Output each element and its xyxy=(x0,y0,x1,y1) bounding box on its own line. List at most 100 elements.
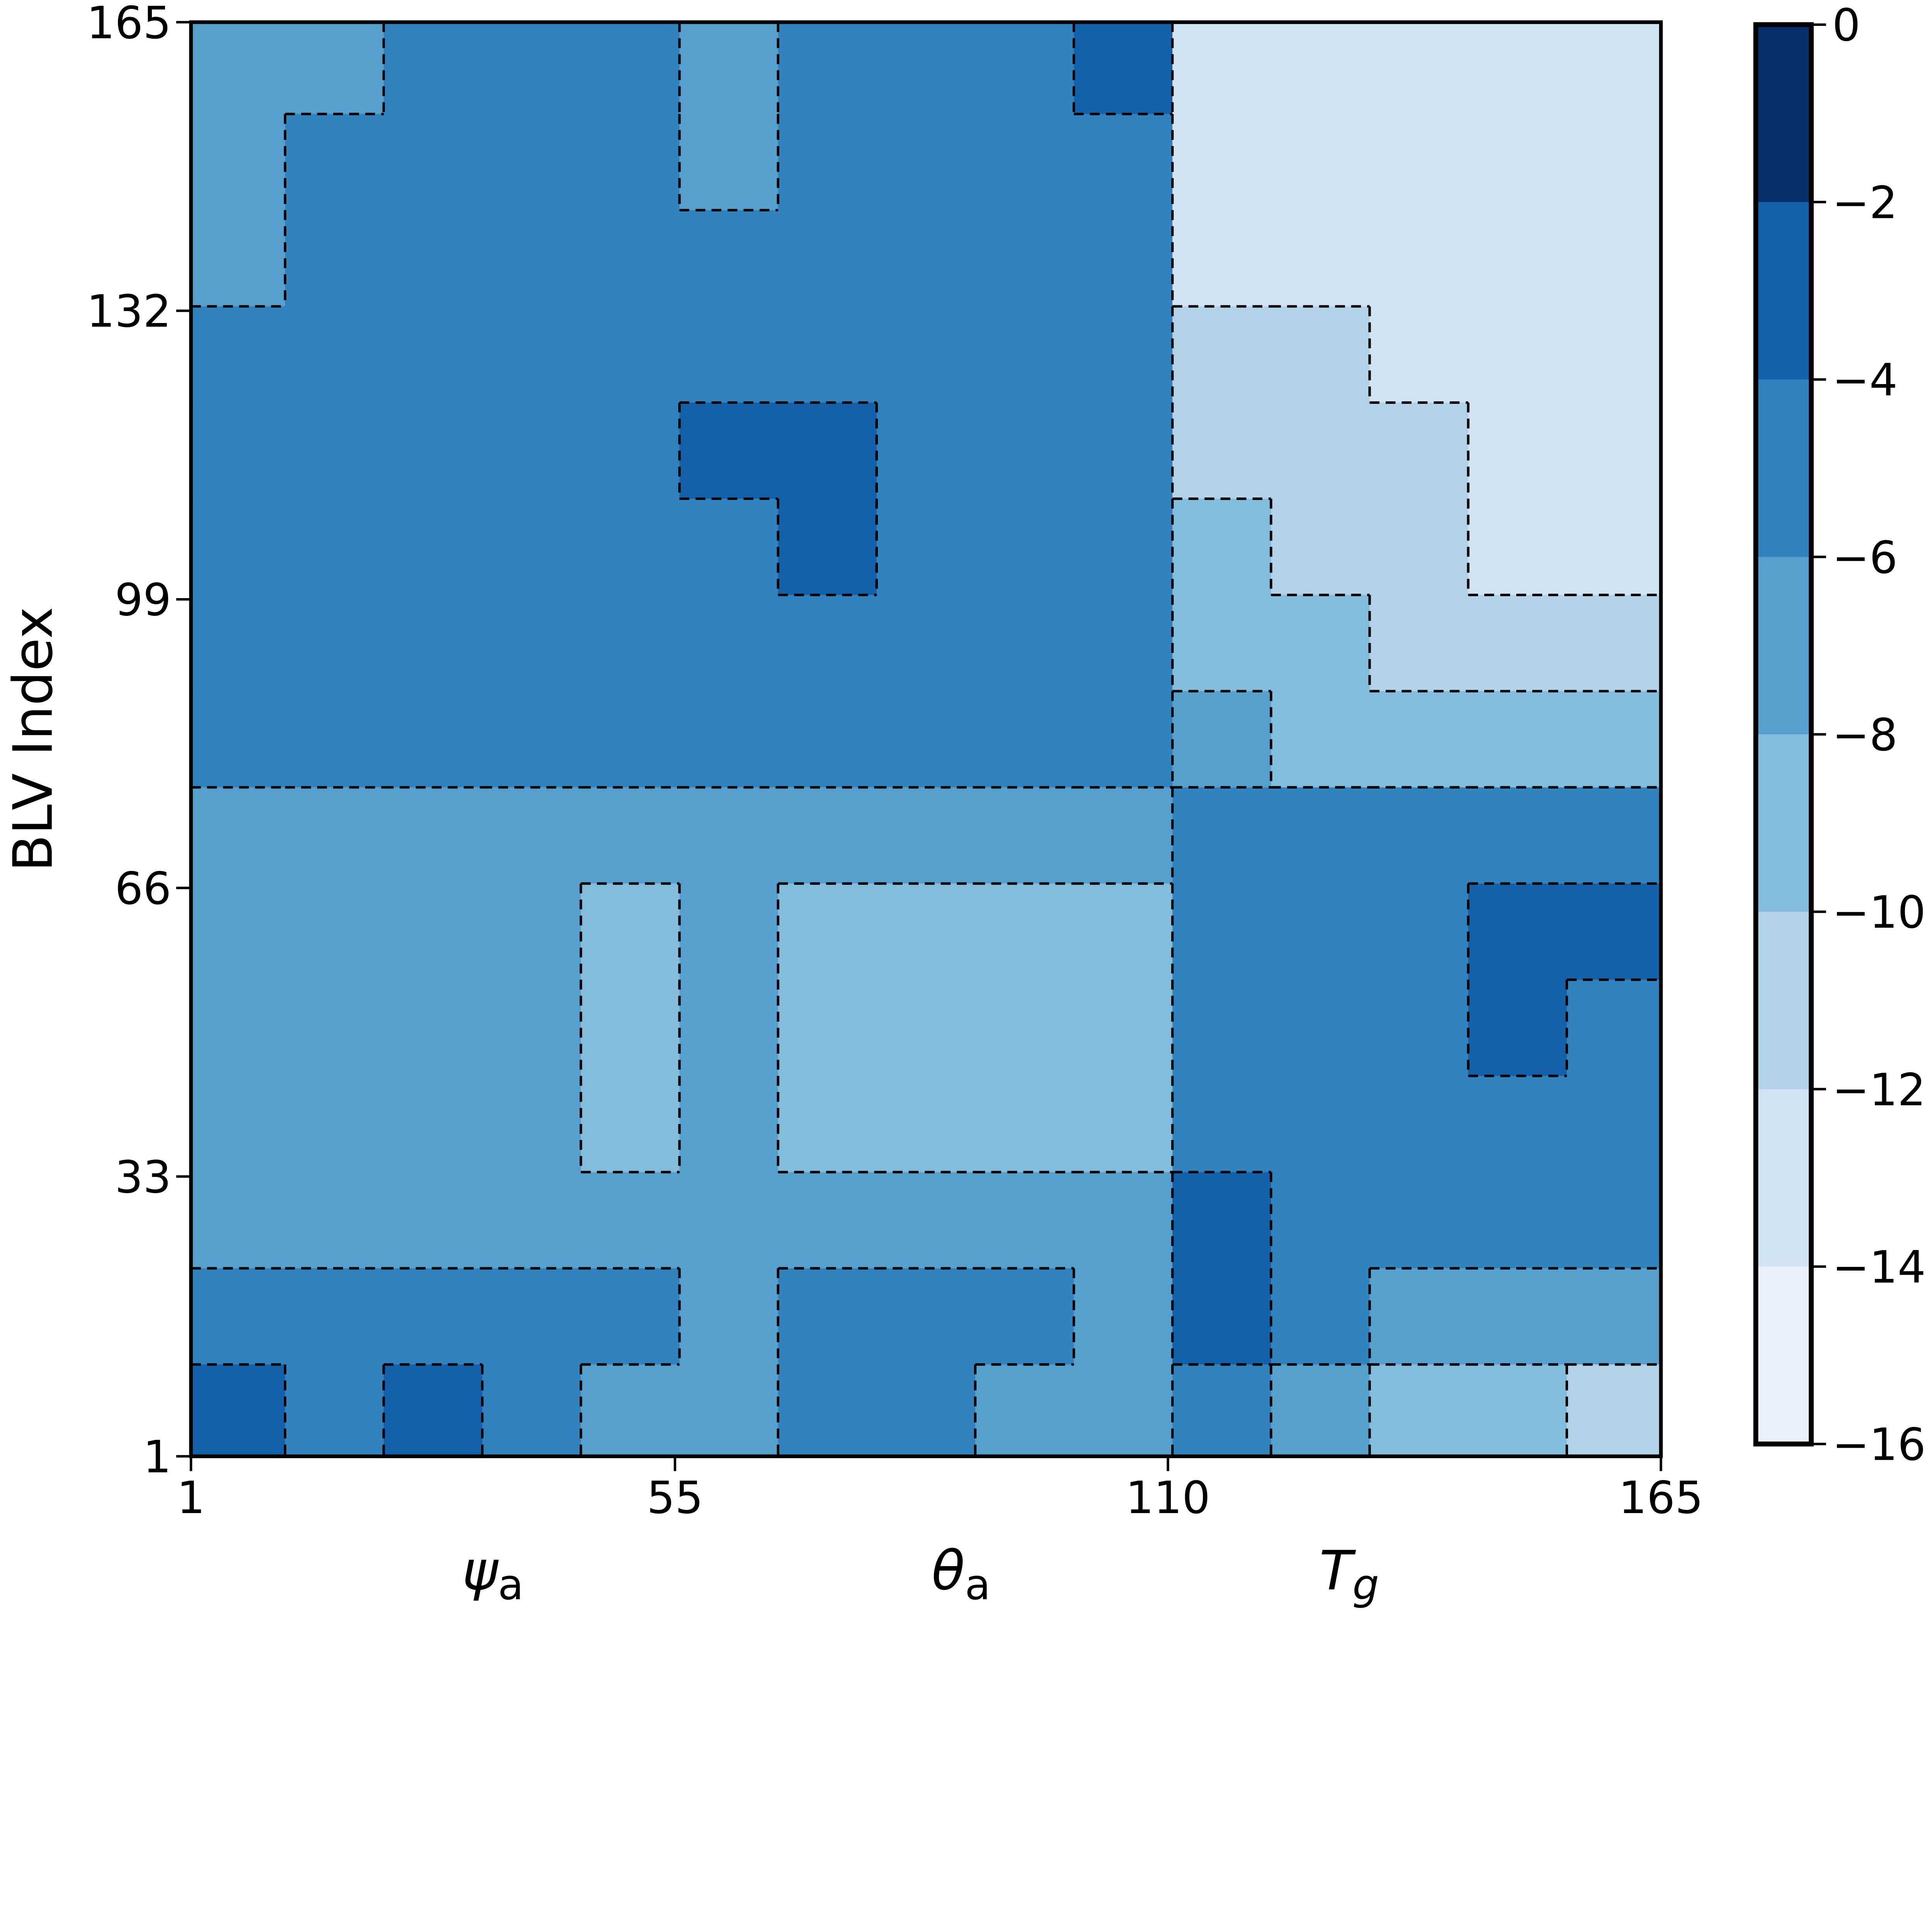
contour-cell xyxy=(1074,1364,1173,1457)
contour-cell xyxy=(1566,1076,1662,1173)
contour-cell xyxy=(1074,210,1173,308)
contour-cell xyxy=(1566,402,1662,500)
contour-cell xyxy=(1369,114,1469,211)
contour-cell xyxy=(1074,691,1173,789)
contour-cell xyxy=(1074,787,1173,885)
contour-cell xyxy=(1566,498,1662,596)
contour-cell xyxy=(1369,1268,1469,1366)
colorbar-band xyxy=(1755,734,1811,913)
contour-cell xyxy=(778,22,878,115)
contour-cell xyxy=(975,1364,1075,1457)
contour-cell xyxy=(1369,22,1469,115)
contour-cell xyxy=(1369,691,1469,789)
contour-cell xyxy=(1271,787,1371,885)
contour-cell xyxy=(1566,210,1662,308)
colorbar-tick-label: −10 xyxy=(1832,887,1926,939)
colorbar-band xyxy=(1755,202,1811,380)
contour-cell xyxy=(1369,402,1469,500)
contour-cell xyxy=(975,691,1075,789)
colorbar-band xyxy=(1755,1267,1811,1445)
contour-cell xyxy=(778,1268,878,1366)
contour-cell xyxy=(482,114,582,211)
contour-cell xyxy=(1468,22,1568,115)
contour-cell xyxy=(975,787,1075,885)
contour-cell xyxy=(1468,883,1568,981)
contour-cell xyxy=(482,883,582,981)
contour-cell xyxy=(778,1076,878,1173)
x-axis-group-labels: ψa θa Tg xyxy=(462,1540,1379,1610)
contour-cell xyxy=(191,114,286,211)
contour-cell xyxy=(285,402,385,500)
contour-cell xyxy=(1172,1268,1272,1366)
contour-cell xyxy=(876,1076,976,1173)
contour-cell xyxy=(581,691,681,789)
plot-frame xyxy=(189,20,1663,1458)
colorbar-tick-label: −2 xyxy=(1832,177,1898,229)
contour-cell xyxy=(1369,1076,1469,1173)
contour-cell xyxy=(1369,1364,1469,1457)
x-axis: 1 55 110 165 xyxy=(177,1456,1703,1524)
contour-cell xyxy=(679,306,779,404)
contour-cell xyxy=(383,1268,483,1366)
contour-cell xyxy=(482,1076,582,1173)
contour-cell xyxy=(876,498,976,596)
contour-cell xyxy=(285,1172,385,1270)
contour-cell xyxy=(1369,210,1469,308)
contour-cell xyxy=(778,691,878,789)
contour-cell xyxy=(383,595,483,692)
contour-cell xyxy=(1369,595,1469,692)
contour-cell xyxy=(191,1172,286,1270)
contour-cell xyxy=(1271,595,1371,692)
contour-cell xyxy=(1271,979,1371,1077)
contour-cell xyxy=(383,402,483,500)
contour-cell xyxy=(191,883,286,981)
contour-cell xyxy=(778,883,878,981)
contour-cell xyxy=(778,1172,878,1270)
contour-cell xyxy=(1468,787,1568,885)
contour-cell xyxy=(191,1076,286,1173)
y-tick-label: 165 xyxy=(87,0,171,49)
contour-cell xyxy=(581,1172,681,1270)
colorbar-tick-label: 0 xyxy=(1832,0,1861,51)
contour-cell xyxy=(383,306,483,404)
colorbar-band xyxy=(1755,911,1811,1090)
contour-cell xyxy=(679,883,779,981)
contour-cell xyxy=(1271,883,1371,981)
contour-cell xyxy=(1074,22,1173,115)
colorbar-band xyxy=(1755,1089,1811,1267)
contour-cell xyxy=(975,1172,1075,1270)
contour-cell xyxy=(975,402,1075,500)
contour-cell xyxy=(778,787,878,885)
x-tick-label: 55 xyxy=(647,1472,703,1524)
contour-cell xyxy=(482,787,582,885)
contour-cell xyxy=(1074,402,1173,500)
contour-cell xyxy=(383,691,483,789)
contour-cell xyxy=(975,306,1075,404)
y-tick-label: 1 xyxy=(143,1432,171,1483)
contour-cell xyxy=(975,22,1075,115)
contour-cell xyxy=(778,1364,878,1457)
contour-cell xyxy=(975,114,1075,211)
contour-cell xyxy=(679,1076,779,1173)
contour-cell xyxy=(191,979,286,1077)
contour-cell xyxy=(1468,595,1568,692)
contour-cell xyxy=(482,1172,582,1270)
contour-cell xyxy=(1172,114,1272,211)
contour-cell xyxy=(876,22,976,115)
contour-cell xyxy=(876,1172,976,1270)
contour-cell xyxy=(876,787,976,885)
contour-cell xyxy=(1172,883,1272,981)
y-tick-label: 33 xyxy=(115,1151,171,1203)
contour-cell xyxy=(1369,498,1469,596)
contour-cell xyxy=(1074,979,1173,1077)
contour-cell xyxy=(1074,1172,1173,1270)
contour-cell xyxy=(876,114,976,211)
contour-cell xyxy=(679,1172,779,1270)
contour-cell xyxy=(1566,22,1662,115)
contour-cell xyxy=(1566,1364,1662,1457)
contour-cell xyxy=(1172,402,1272,500)
contour-cell xyxy=(1566,691,1662,789)
contour-cell xyxy=(1271,210,1371,308)
contour-cell xyxy=(679,402,779,500)
contour-cell xyxy=(778,595,878,692)
